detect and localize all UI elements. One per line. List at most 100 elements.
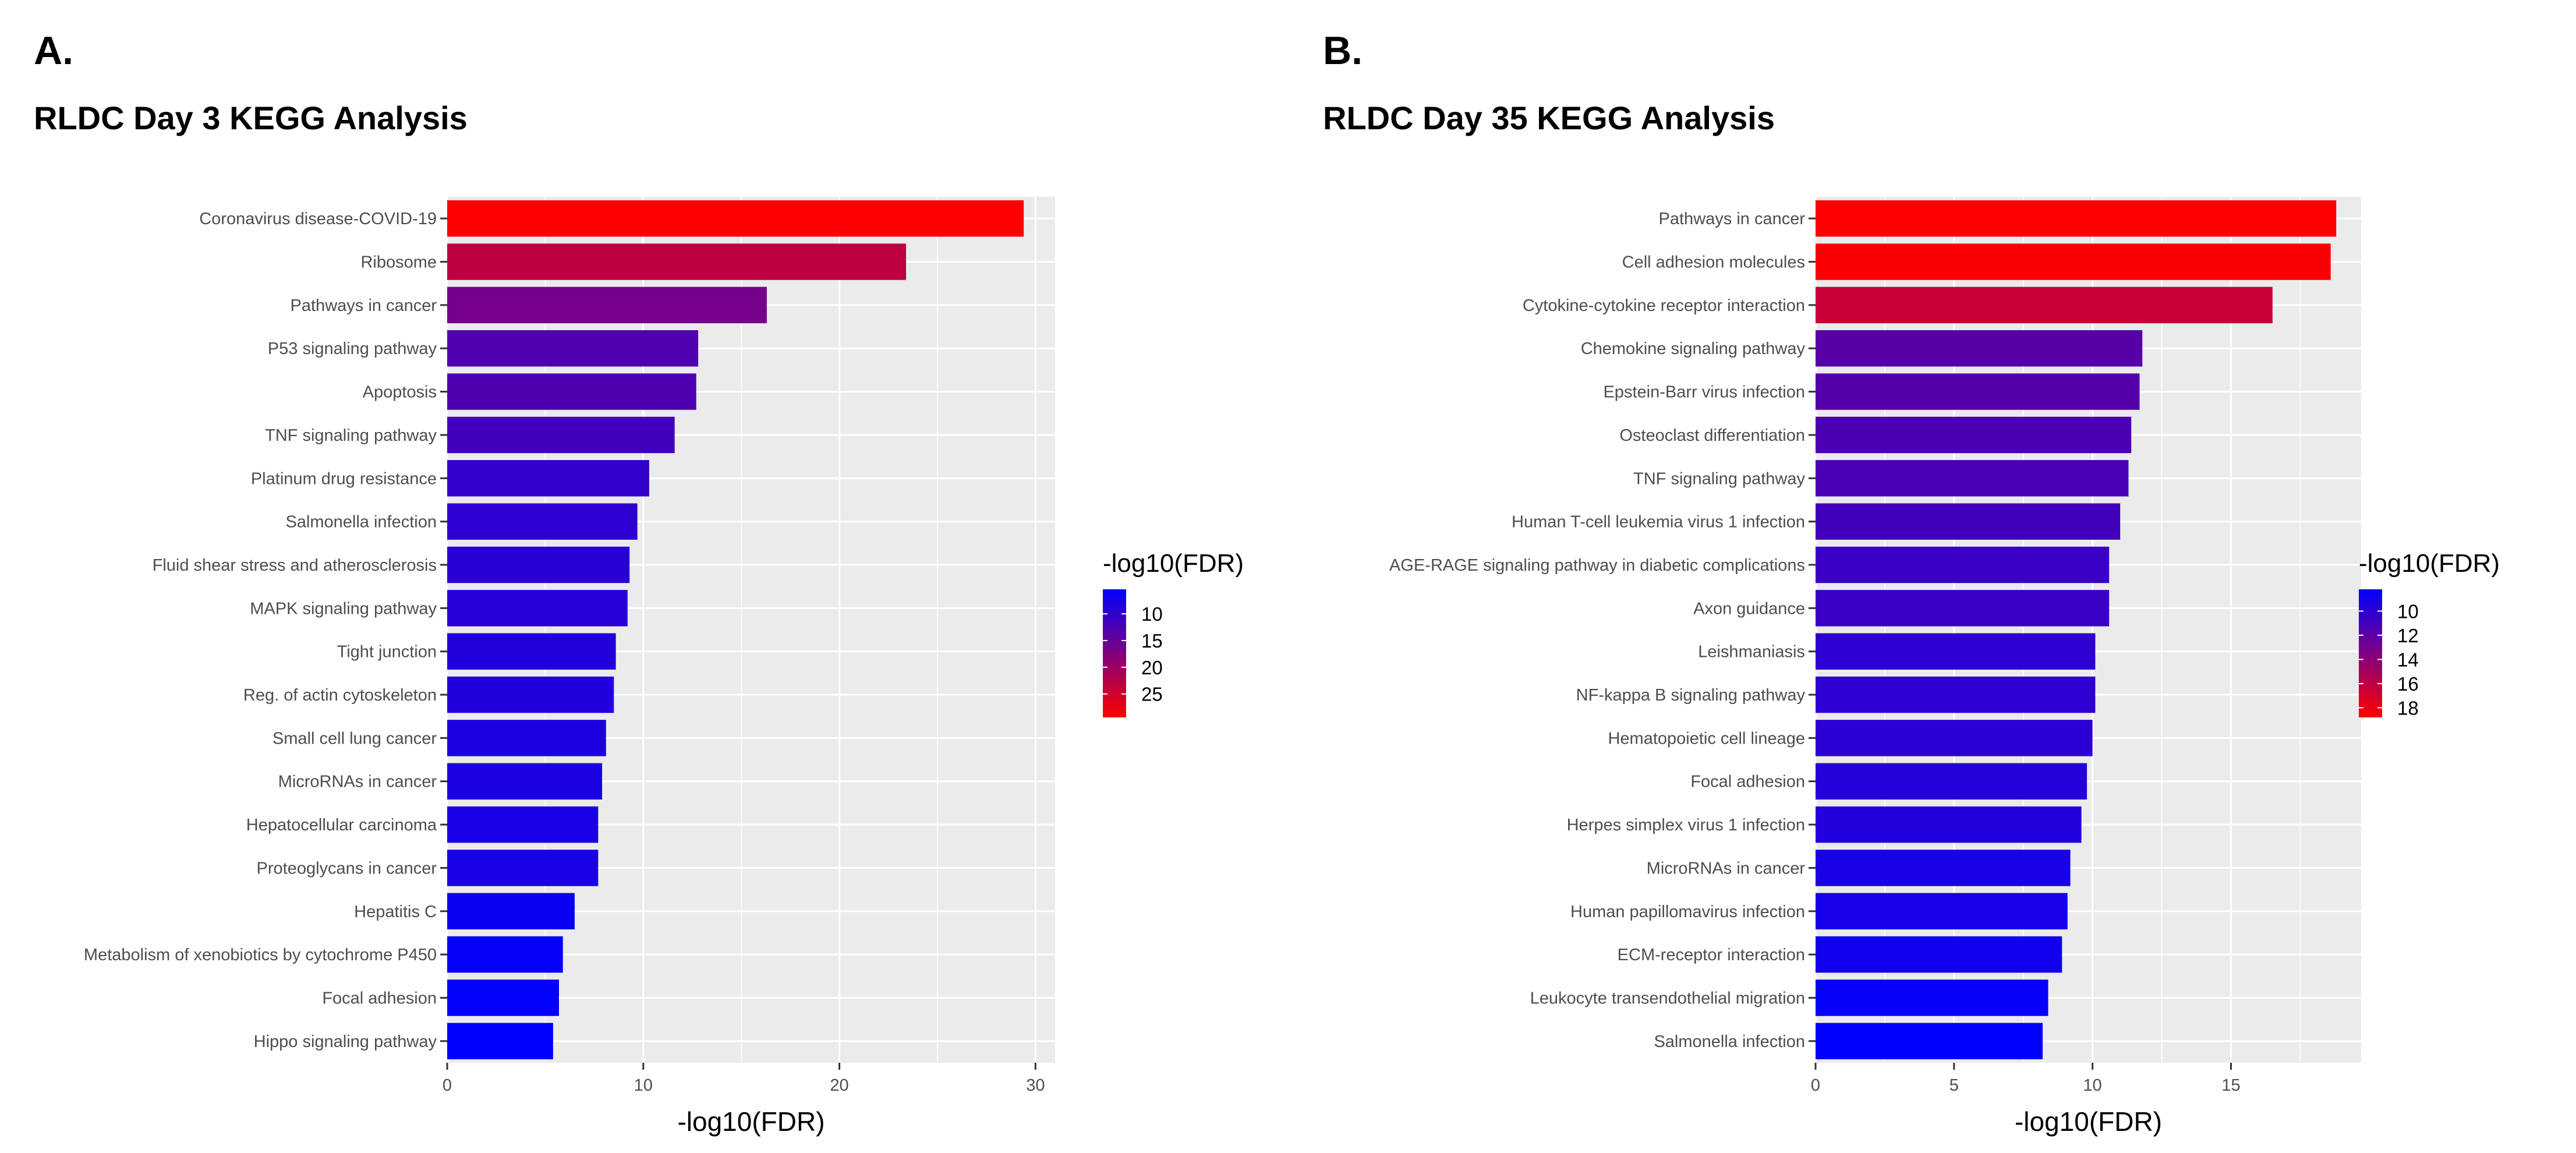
chart-title: RLDC Day 3 KEGG Analysis: [34, 100, 468, 136]
chart-title: RLDC Day 35 KEGG Analysis: [1323, 100, 1775, 136]
y-tick-label: Hepatocellular carcinoma: [246, 816, 437, 834]
legend-label: 20: [1141, 657, 1163, 678]
y-tick-label: Chemokine signaling pathway: [1581, 339, 1806, 358]
bar: [1816, 850, 2071, 886]
bar: [447, 936, 563, 973]
y-tick-label: Ribosome: [360, 253, 437, 272]
bar: [1816, 243, 2331, 280]
legend-label: 10: [2397, 600, 2419, 622]
legend-label: 15: [1141, 630, 1163, 652]
bar: [447, 243, 907, 280]
y-tick-label: Cytokine-cytokine receptor interaction: [1523, 296, 1805, 315]
x-tick-label: 30: [1026, 1076, 1045, 1095]
legend-label: 16: [2397, 673, 2419, 695]
bar: [447, 850, 599, 886]
bar: [1816, 200, 2337, 237]
bar: [1816, 720, 2093, 756]
y-tick-label: Apoptosis: [363, 383, 437, 402]
y-tick-label: Pathways in cancer: [291, 296, 437, 315]
y-tick-label: Human T-cell leukemia virus 1 infection: [1512, 513, 1805, 532]
y-tick-label: Platinum drug resistance: [251, 469, 437, 488]
y-tick-label: Epstein-Barr virus infection: [1603, 383, 1805, 402]
bar: [447, 546, 630, 583]
y-tick-label: MicroRNAs in cancer: [1647, 859, 1806, 878]
x-tick-label: 10: [634, 1076, 653, 1095]
panel-label: A.: [34, 29, 73, 73]
y-tick-label: P53 signaling pathway: [268, 339, 437, 358]
y-tick-label: TNF signaling pathway: [265, 426, 437, 445]
bar: [1816, 287, 2273, 324]
bar: [447, 590, 628, 627]
legend-label: 25: [1141, 684, 1163, 705]
y-tick-label: Focal adhesion: [1690, 773, 1805, 791]
bar: [447, 979, 559, 1016]
bar: [447, 503, 638, 540]
plot-background: [447, 197, 1055, 1063]
y-tick-label: Pathways in cancer: [1659, 210, 1806, 228]
bar: [447, 330, 699, 367]
bar: [447, 633, 616, 670]
color-legend: -log10(FDR) 10 15 20 25: [1103, 549, 1244, 717]
legend-label: 12: [2397, 625, 2419, 646]
y-tick-label: Hippo signaling pathway: [254, 1032, 437, 1051]
y-tick-label: Leukocyte transendothelial migration: [1530, 989, 1805, 1007]
legend-color-bar: [1103, 589, 1126, 717]
y-tick-label: AGE-RAGE signaling pathway in diabetic c…: [1389, 556, 1805, 575]
bar: [447, 287, 767, 324]
y-tick-label: Salmonella infection: [1654, 1032, 1805, 1051]
y-tick-label: Hematopoietic cell lineage: [1608, 729, 1805, 748]
bar: [447, 676, 614, 713]
y-tick-label: MAPK signaling pathway: [250, 599, 437, 618]
y-tick-label: Metabolism of xenobiotics by cytochrome …: [84, 946, 437, 964]
bar: [447, 893, 575, 930]
legend-color-bar: [2359, 589, 2382, 717]
y-tick-label: Focal adhesion: [322, 989, 437, 1007]
y-tick-label: Herpes simplex virus 1 infection: [1567, 816, 1805, 834]
bar: [447, 416, 675, 454]
legend-label: 18: [2397, 697, 2419, 719]
y-tick-label: TNF signaling pathway: [1633, 469, 1805, 488]
bar: [1816, 676, 2096, 713]
y-tick-label: NF-kappa B signaling pathway: [1576, 686, 1806, 705]
y-tick-label: Tight junction: [337, 643, 437, 662]
y-tick-label: Axon guidance: [1693, 599, 1805, 618]
bar: [1816, 763, 2087, 800]
bar: [1816, 330, 2143, 367]
bar: [1816, 503, 2121, 540]
y-tick-label: Proteoglycans in cancer: [257, 859, 437, 878]
bar: [447, 1023, 553, 1060]
bar: [447, 373, 696, 410]
y-tick-label: Hepatitis C: [354, 903, 437, 921]
legend-label: 14: [2397, 649, 2419, 670]
x-tick-label: 20: [830, 1076, 848, 1095]
bar: [447, 720, 606, 756]
y-tick-label: MicroRNAs in cancer: [278, 773, 437, 791]
bar: [447, 200, 1024, 237]
y-tick-label: Salmonella infection: [285, 513, 437, 532]
panel-label: B.: [1323, 29, 1363, 73]
y-tick-label: Fluid shear stress and atherosclerosis: [153, 556, 437, 575]
y-tick-label: Small cell lung cancer: [273, 729, 437, 748]
legend-title: -log10(FDR): [1103, 549, 1244, 578]
legend-title: -log10(FDR): [2359, 549, 2500, 578]
x-axis-title: -log10(FDR): [2015, 1106, 2162, 1137]
bar: [1816, 893, 2068, 930]
y-tick-label: Reg. of actin cytoskeleton: [243, 686, 437, 705]
bar: [1816, 979, 2048, 1016]
bar: [1816, 373, 2140, 410]
x-tick-label: 5: [1949, 1076, 1959, 1095]
bar: [447, 763, 603, 800]
y-tick-label: ECM-receptor interaction: [1618, 946, 1805, 964]
x-tick-label: 0: [1811, 1076, 1820, 1095]
y-tick-label: Coronavirus disease-COVID-19: [199, 210, 437, 228]
y-tick-label: Cell adhesion molecules: [1622, 253, 1805, 272]
x-tick-label: 10: [2083, 1076, 2102, 1095]
x-tick-label: 15: [2221, 1076, 2240, 1095]
chart-panel-b: B. RLDC Day 35 KEGG Analysis Pathways in c…: [1323, 29, 2500, 1137]
bar: [1816, 416, 2132, 454]
legend-label: 10: [1141, 603, 1163, 625]
chart-panel-a: A. RLDC Day 3 KEGG Analysis Coronavirus di…: [34, 29, 1244, 1137]
bar: [447, 806, 599, 843]
